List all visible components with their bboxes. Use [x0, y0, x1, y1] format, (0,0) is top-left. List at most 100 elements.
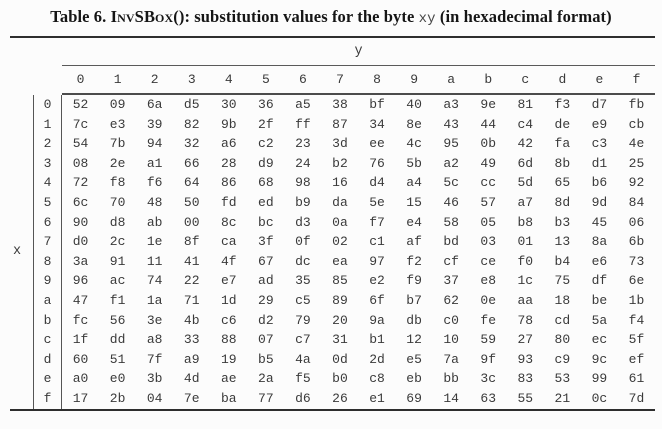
- sbox-cell-63: 00: [183, 214, 200, 230]
- sbox-cell-0f: fb: [628, 97, 645, 112]
- sbox-cell-48: d4: [369, 175, 385, 191]
- sbox-cell-25: c2: [258, 136, 274, 152]
- sbox-cell-5f: 84: [628, 194, 645, 210]
- row-gutter: [10, 115, 33, 135]
- sbox-cell-c7: 31: [332, 332, 348, 348]
- sbox-cell-92: 74: [146, 273, 163, 289]
- sbox-cell-b4: c6: [220, 312, 237, 328]
- sbox-cell-fa: 14: [443, 390, 459, 406]
- sbox-cell-e3: 4d: [183, 371, 200, 387]
- sbox-cell-15: 2f: [258, 116, 274, 132]
- sbox-cell-3e: d1: [591, 155, 608, 171]
- caption-prefix: Table 6.: [50, 7, 111, 26]
- sbox-cell-f6: d6: [295, 390, 311, 406]
- sbox-cell-3d: 8b: [554, 155, 571, 171]
- sbox-cell-a3: 71: [183, 292, 200, 308]
- sbox-cell-1c: c4: [517, 116, 534, 132]
- sbox-cell-7b: 03: [480, 234, 497, 250]
- sbox-cell-77: 02: [332, 234, 348, 250]
- sbox-cell-12: 39: [146, 116, 163, 132]
- row-header-1: 1: [33, 114, 62, 135]
- sbox-cell-27: 3d: [332, 136, 348, 152]
- sbox-cell-75: 3f: [258, 234, 274, 250]
- sbox-cell-4d: 65: [554, 175, 571, 191]
- sbox-cell-f2: 04: [146, 390, 163, 406]
- sbox-cell-05: 36: [258, 97, 274, 112]
- sbox-cell-af: 1b: [628, 292, 645, 308]
- sbox-cell-d7: 0d: [332, 351, 348, 367]
- sbox-cell-d1: 51: [109, 351, 126, 367]
- sbox-cell-32: a1: [146, 155, 163, 171]
- sbox-cell-2f: 4e: [628, 136, 645, 152]
- sbox-cell-84: 4f: [220, 253, 237, 269]
- sbox-cell-81: 91: [109, 253, 126, 269]
- sbox-cell-4b: cc: [480, 175, 497, 191]
- sbox-cell-3f: 25: [628, 155, 645, 171]
- sbox-cell-30: 08: [72, 155, 89, 171]
- sbox-cell-43: 64: [183, 175, 200, 191]
- sbox-cell-21: 7b: [109, 136, 126, 152]
- sbox-cell-2b: 0b: [480, 136, 497, 152]
- sbox-cell-9d: 75: [554, 273, 571, 289]
- sbox-cell-16: ff: [295, 116, 311, 132]
- caption-after-function: (): substitution values for the byte: [173, 7, 419, 26]
- row-header-8: 8: [33, 251, 62, 272]
- sbox-cell-55: ed: [258, 194, 274, 210]
- sbox-cell-e0: a0: [72, 371, 89, 387]
- sbox-cell-b7: 20: [332, 312, 348, 328]
- sbox-cell-ae: be: [591, 292, 608, 308]
- sbox-cell-49: a4: [406, 175, 422, 191]
- sbox-cell-e9: eb: [406, 371, 422, 387]
- sbox-cell-56: b9: [295, 194, 311, 210]
- sbox-cell-96: 35: [295, 273, 311, 289]
- sbox-cell-c5: 07: [258, 332, 274, 348]
- sbox-cell-8c: f0: [517, 253, 534, 269]
- sbox-cell-f0: 17: [72, 390, 89, 406]
- sbox-cell-0c: 81: [517, 97, 534, 112]
- sbox-cell-ff: 7d: [628, 390, 645, 406]
- sbox-cell-e1: e0: [109, 371, 126, 387]
- row-gutter: [10, 193, 33, 213]
- sbox-cell-45: 68: [258, 175, 274, 191]
- row-gutter: [10, 271, 33, 291]
- row-header-0: 0: [33, 95, 62, 115]
- caption-function-name: InvSBox: [110, 7, 174, 26]
- sbox-cell-2c: 42: [517, 136, 534, 152]
- sbox-cell-93: 22: [183, 273, 200, 289]
- sbox-cell-17: 87: [332, 116, 348, 132]
- sbox-cell-0e: d7: [591, 97, 608, 112]
- sbox-cell-e5: 2a: [258, 371, 274, 387]
- sbox-cell-13: 82: [183, 116, 200, 132]
- sbox-cell-85: 67: [258, 253, 274, 269]
- sbox-cell-6d: b3: [554, 214, 571, 230]
- sbox-cell-c8: b1: [369, 332, 385, 348]
- sbox-cell-8e: e6: [591, 253, 608, 269]
- sbox-cell-76: 0f: [295, 234, 311, 250]
- sbox-cell-3c: 6d: [517, 155, 534, 171]
- sbox-cell-5c: a7: [517, 194, 534, 210]
- sbox-cell-f3: 7e: [183, 390, 200, 406]
- sbox-cell-6a: 58: [443, 214, 459, 230]
- sbox-cell-41: f8: [109, 175, 126, 191]
- sbox-cell-46: 98: [295, 175, 311, 191]
- col-header-9: 9: [410, 72, 418, 87]
- sbox-cell-7a: bd: [443, 234, 459, 250]
- sbox-cell-2a: 95: [443, 136, 459, 152]
- sbox-cell-47: 16: [332, 175, 348, 191]
- sbox-cell-57: da: [332, 194, 348, 210]
- sbox-cell-69: e4: [406, 214, 422, 230]
- sbox-cell-86: dc: [295, 253, 311, 269]
- sbox-cell-78: c1: [369, 234, 385, 250]
- col-header-0: 0: [76, 72, 85, 87]
- column-header-row: 0 1 2 3 4 5 6 7 8 9 a b c d e f: [10, 65, 655, 95]
- sbox-cell-dc: 93: [517, 351, 534, 367]
- sbox-cell-ec: 83: [517, 371, 534, 387]
- sbox-cell-83: 41: [183, 253, 200, 269]
- sbox-cell-67: 0a: [332, 214, 348, 230]
- sbox-cell-be: 5a: [591, 312, 608, 328]
- sbox-cell-6f: 06: [628, 214, 645, 230]
- col-header-d: d: [558, 72, 567, 87]
- sbox-cell-52: 48: [146, 194, 163, 210]
- sbox-cell-88: 97: [369, 253, 385, 269]
- sbox-cell-ba: c0: [443, 312, 459, 328]
